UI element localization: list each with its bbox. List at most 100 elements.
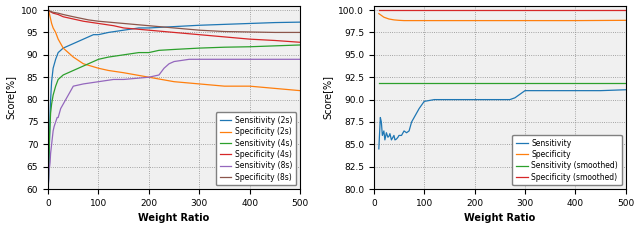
Sensitivity (4s) <box>74 67 82 70</box>
Line: Sensitivity: Sensitivity <box>379 90 626 149</box>
Sensitivity (2s) <box>170 25 178 28</box>
Sensitivity (2s) <box>105 31 113 34</box>
Sensitivity (2s) <box>45 156 53 159</box>
Sensitivity <box>383 131 390 134</box>
Sensitivity (8s) <box>271 58 279 61</box>
Specificity (8s) <box>170 27 178 29</box>
Sensitivity (4s) <box>90 60 97 63</box>
Specificity (4s) <box>120 27 127 29</box>
Sensitivity (8s) <box>195 58 203 61</box>
Specificity (2s) <box>65 51 72 54</box>
Specificity (4s) <box>296 41 304 44</box>
Sensitivity <box>391 139 399 141</box>
Line: Specificity (8s): Specificity (8s) <box>48 10 300 33</box>
Sensitivity (4s) <box>45 134 53 137</box>
Specificity (4s) <box>49 12 57 15</box>
Sensitivity <box>388 139 396 141</box>
Specificity (8s) <box>70 15 77 18</box>
Specificity (2s) <box>70 56 77 58</box>
Specificity (smoothed) <box>375 9 383 12</box>
Specificity (8s) <box>54 12 62 15</box>
Specificity (2s) <box>221 85 228 87</box>
Sensitivity <box>386 132 394 135</box>
Specificity (2s) <box>54 38 62 41</box>
Specificity <box>375 12 383 15</box>
Sensitivity (2s) <box>95 33 102 36</box>
Sensitivity <box>378 121 385 123</box>
Specificity (2s) <box>145 76 153 79</box>
Sensitivity (8s) <box>48 139 56 141</box>
Sensitivity (2s) <box>84 35 92 38</box>
Sensitivity (8s) <box>47 152 54 155</box>
Sensitivity (8s) <box>47 147 55 150</box>
Specificity (8s) <box>84 19 92 21</box>
Specificity <box>420 19 428 22</box>
Sensitivity (4s) <box>48 103 56 105</box>
Specificity (4s) <box>44 9 52 11</box>
Sensitivity (2s) <box>45 134 53 137</box>
Specificity (2s) <box>95 67 102 70</box>
Sensitivity (2s) <box>135 27 143 29</box>
Specificity <box>471 19 479 22</box>
Sensitivity (smoothed) <box>420 82 428 85</box>
Sensitivity <box>381 139 388 141</box>
Specificity (4s) <box>70 18 77 20</box>
Specificity (4s) <box>246 38 253 41</box>
Sensitivity (4s) <box>120 53 127 56</box>
Sensitivity (2s) <box>195 24 203 27</box>
X-axis label: Weight Ratio: Weight Ratio <box>464 213 536 224</box>
Specificity <box>380 16 388 19</box>
Sensitivity (8s) <box>54 116 62 119</box>
Specificity (4s) <box>47 11 54 13</box>
Specificity <box>390 19 398 21</box>
Specificity (8s) <box>45 10 53 12</box>
Sensitivity (8s) <box>44 188 52 191</box>
Sensitivity (4s) <box>45 152 53 155</box>
Sensitivity (4s) <box>65 71 72 74</box>
Specificity <box>383 17 390 19</box>
Sensitivity (2s) <box>145 27 153 29</box>
Sensitivity (8s) <box>46 161 54 164</box>
Sensitivity (4s) <box>49 94 57 96</box>
Sensitivity (smoothed) <box>521 82 529 85</box>
Sensitivity (2s) <box>74 40 82 43</box>
Sensitivity <box>375 147 383 150</box>
Specificity <box>400 19 408 22</box>
Sensitivity (4s) <box>79 65 87 67</box>
Sensitivity (8s) <box>170 60 178 63</box>
Specificity (8s) <box>145 24 153 27</box>
Sensitivity (8s) <box>49 130 57 132</box>
Sensitivity (2s) <box>46 112 54 114</box>
Sensitivity <box>471 98 479 101</box>
Specificity (8s) <box>45 9 53 12</box>
Sensitivity <box>415 107 423 110</box>
Sensitivity <box>506 98 514 101</box>
Specificity <box>405 19 413 22</box>
Sensitivity <box>395 134 403 137</box>
Sensitivity (2s) <box>45 179 52 182</box>
Sensitivity (4s) <box>221 46 228 49</box>
Sensitivity (4s) <box>195 47 203 49</box>
Sensitivity (8s) <box>52 121 60 123</box>
Sensitivity <box>385 135 393 138</box>
Sensitivity (8s) <box>120 78 127 81</box>
Specificity (4s) <box>95 22 102 25</box>
Specificity (2s) <box>46 15 54 18</box>
Sensitivity (smoothed) <box>622 82 630 85</box>
Specificity (2s) <box>195 82 203 85</box>
Specificity (2s) <box>120 71 127 74</box>
Specificity <box>521 19 529 22</box>
Specificity (smoothed) <box>471 9 479 12</box>
Specificity (4s) <box>195 33 203 36</box>
Sensitivity <box>511 96 519 99</box>
Specificity (4s) <box>79 20 87 23</box>
Sensitivity <box>431 98 438 101</box>
Specificity (2s) <box>79 62 87 65</box>
Sensitivity (2s) <box>52 58 60 61</box>
Specificity <box>445 19 453 22</box>
Sensitivity <box>420 100 428 103</box>
Sensitivity (4s) <box>145 51 153 54</box>
Specificity (2s) <box>45 11 53 14</box>
Sensitivity (8s) <box>45 165 53 168</box>
Sensitivity (4s) <box>170 48 178 51</box>
